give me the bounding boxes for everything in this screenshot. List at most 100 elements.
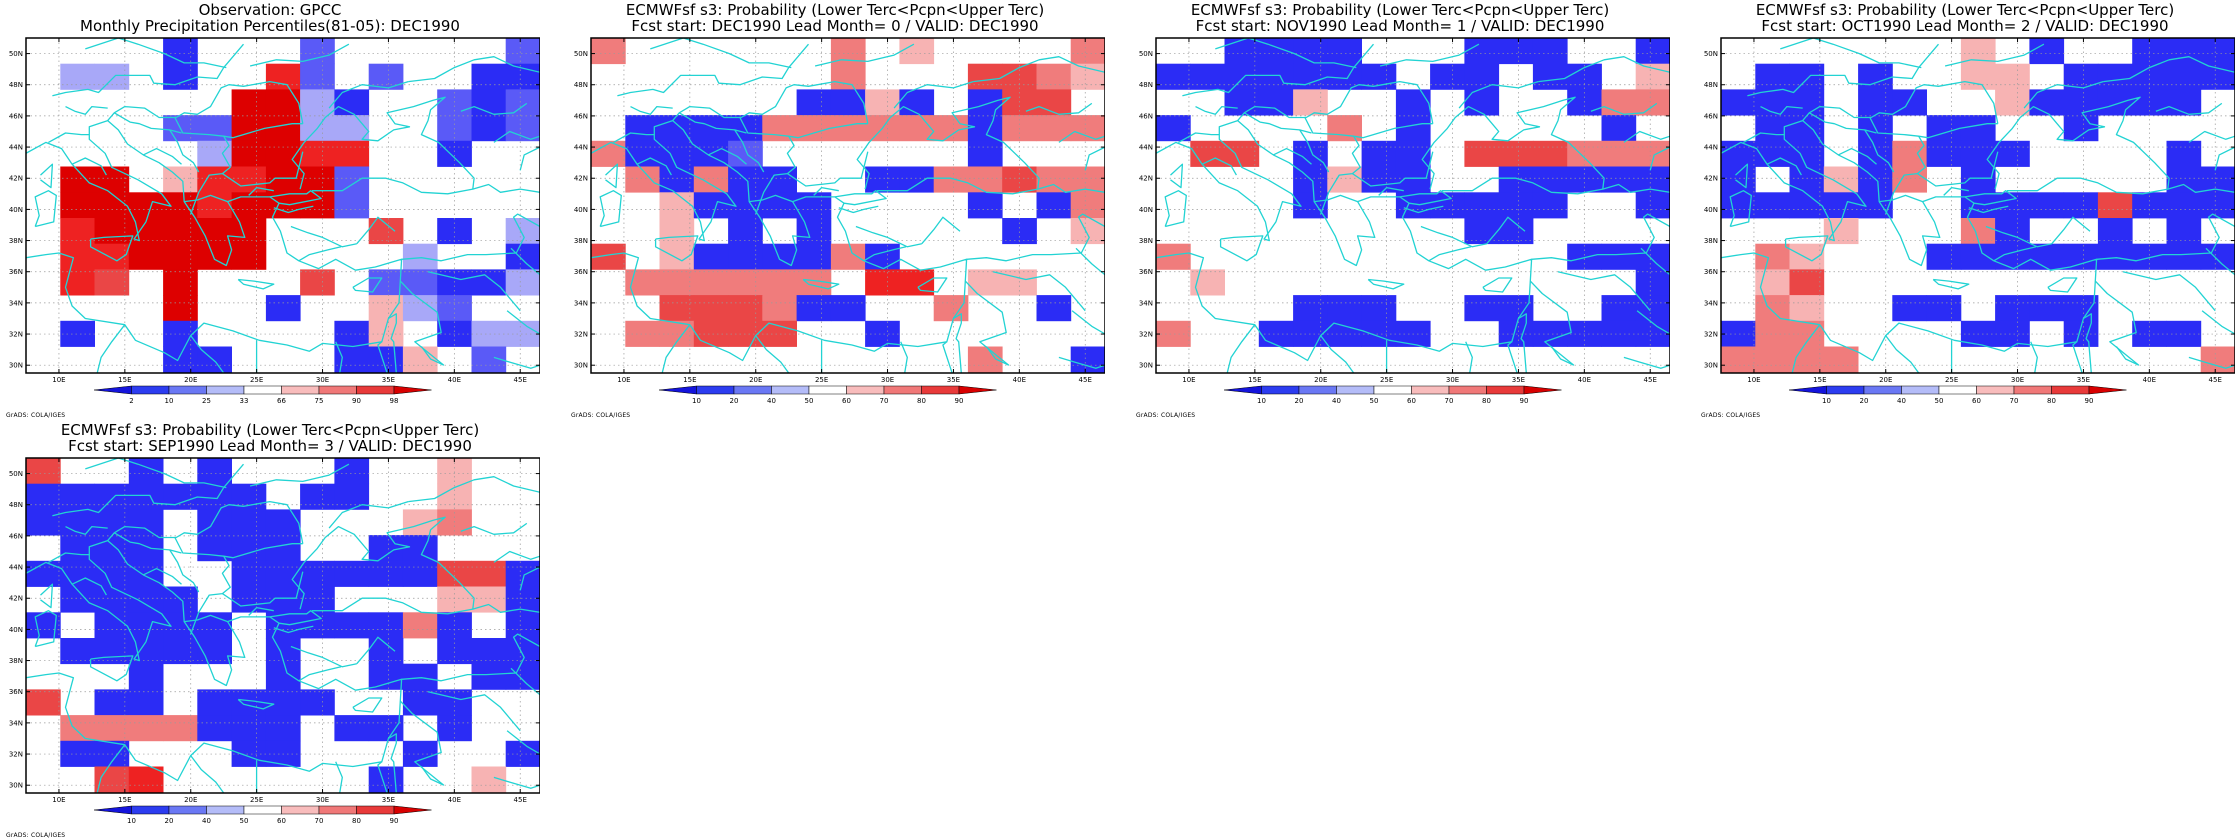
coastline xyxy=(2201,310,2235,335)
coastline xyxy=(1170,163,1184,189)
grid-cell xyxy=(2097,243,2133,270)
grid-cell xyxy=(300,89,335,116)
coastline xyxy=(113,112,182,134)
lat-label: 48N xyxy=(9,501,23,509)
colorbar-segment xyxy=(771,385,810,395)
colorbar-label: 10 xyxy=(1257,397,1266,405)
coastline xyxy=(1201,157,1237,176)
grid-cell xyxy=(967,140,1003,167)
coastline xyxy=(1164,190,1187,228)
grid-cell xyxy=(865,166,900,193)
lon-label: 25E xyxy=(250,376,263,384)
coastline xyxy=(2096,213,2235,262)
grid-cell xyxy=(1789,63,1825,90)
grid-cell xyxy=(1464,218,1500,245)
grid-cell xyxy=(1601,115,1637,142)
grid-cell xyxy=(26,689,61,716)
grid-cell xyxy=(163,346,198,373)
colorbar-label: 60 xyxy=(277,817,286,825)
grid-cell xyxy=(265,535,301,562)
lat-label: 34N xyxy=(574,299,588,307)
grid-cell xyxy=(693,166,729,193)
grid-cell xyxy=(1224,140,1260,167)
grid-cell xyxy=(693,192,729,219)
grid-cell xyxy=(368,535,404,562)
grid-cell xyxy=(471,89,507,116)
colorbar-label: 90 xyxy=(955,397,964,405)
coastline xyxy=(2051,216,2091,245)
grid-cell xyxy=(437,218,472,245)
grid-cell xyxy=(1567,243,1602,270)
coastline xyxy=(222,151,304,187)
colorbar: 10 20 40 50 60 70 80 90 xyxy=(1788,385,2127,405)
colorbar-label: 60 xyxy=(1972,397,1981,405)
lat-label: 46N xyxy=(1704,112,1718,120)
coastline xyxy=(113,532,182,554)
coastline xyxy=(1320,335,1355,373)
grid-cell xyxy=(2097,63,2133,90)
grid-cell xyxy=(2166,63,2202,90)
grid-cell xyxy=(2132,243,2167,270)
grid-cell xyxy=(300,166,335,193)
grid-cell xyxy=(762,320,797,347)
colorbar-segment xyxy=(1223,385,1262,395)
panel-title: ECMWFsf s3: Probability (Lower Terc<Pcpn… xyxy=(1190,1,1610,19)
grid-cell xyxy=(163,483,198,510)
grid-cell xyxy=(1721,140,1756,167)
coastline xyxy=(2115,346,2140,366)
colorbar-segment xyxy=(1298,385,1337,395)
grid-cell xyxy=(1036,295,1072,322)
lat-label: 32N xyxy=(574,331,588,339)
panel-title: ECMWFsf s3: Probability (Lower Terc<Pcpn… xyxy=(60,421,480,439)
lat-label: 30N xyxy=(9,782,23,790)
grid-cell xyxy=(2029,192,2065,219)
coastline xyxy=(739,117,868,139)
coastline xyxy=(248,606,274,616)
lat-label: 30N xyxy=(1139,362,1153,370)
grid-cell xyxy=(94,638,130,665)
coastline xyxy=(1058,130,1105,143)
coastline xyxy=(2155,102,2223,115)
grid-cell xyxy=(1823,166,1859,193)
lat-label: 38N xyxy=(9,657,23,665)
colorbar-segment xyxy=(131,805,170,815)
lon-label: 45E xyxy=(2209,376,2222,384)
grid-cell xyxy=(1464,89,1500,116)
grid-cell xyxy=(1070,192,1105,219)
coastline xyxy=(143,567,182,585)
grid-cell xyxy=(471,638,507,665)
coastline xyxy=(427,271,521,312)
colorbar-segment xyxy=(1523,385,1562,395)
grid-cell xyxy=(796,192,832,219)
grid-cell xyxy=(334,166,370,193)
coastline xyxy=(460,102,528,115)
lon-label: 35E xyxy=(1512,376,1525,384)
grid-cell xyxy=(1532,63,1568,90)
grid-cell xyxy=(1002,218,1037,245)
grid-cell xyxy=(26,509,61,536)
grid-cell xyxy=(2063,115,2099,142)
grid-cell xyxy=(2166,218,2202,245)
grid-cell xyxy=(368,295,404,322)
grid-cell xyxy=(334,483,370,510)
grid-cell xyxy=(1430,192,1465,219)
grid-cell xyxy=(2200,38,2235,65)
grid-cell xyxy=(1892,295,1927,322)
coastline xyxy=(1968,205,2009,214)
grid-cell xyxy=(1395,89,1431,116)
colorbar-label: 33 xyxy=(240,397,249,405)
lon-label: 20E xyxy=(1314,376,1327,384)
data-grid xyxy=(26,38,540,373)
coastline xyxy=(401,213,540,262)
coastline xyxy=(249,463,350,487)
coastline xyxy=(678,112,747,134)
colorbar-label: 90 xyxy=(390,817,399,825)
lon-label: 10E xyxy=(1747,376,1760,384)
coastline xyxy=(1178,132,1220,143)
lat-label: 50N xyxy=(574,50,588,58)
colorbar-segment xyxy=(318,805,357,815)
coastline xyxy=(1071,310,1105,335)
grid-cell xyxy=(796,115,832,142)
coastline xyxy=(1747,43,1939,97)
grid-cell xyxy=(334,320,370,347)
